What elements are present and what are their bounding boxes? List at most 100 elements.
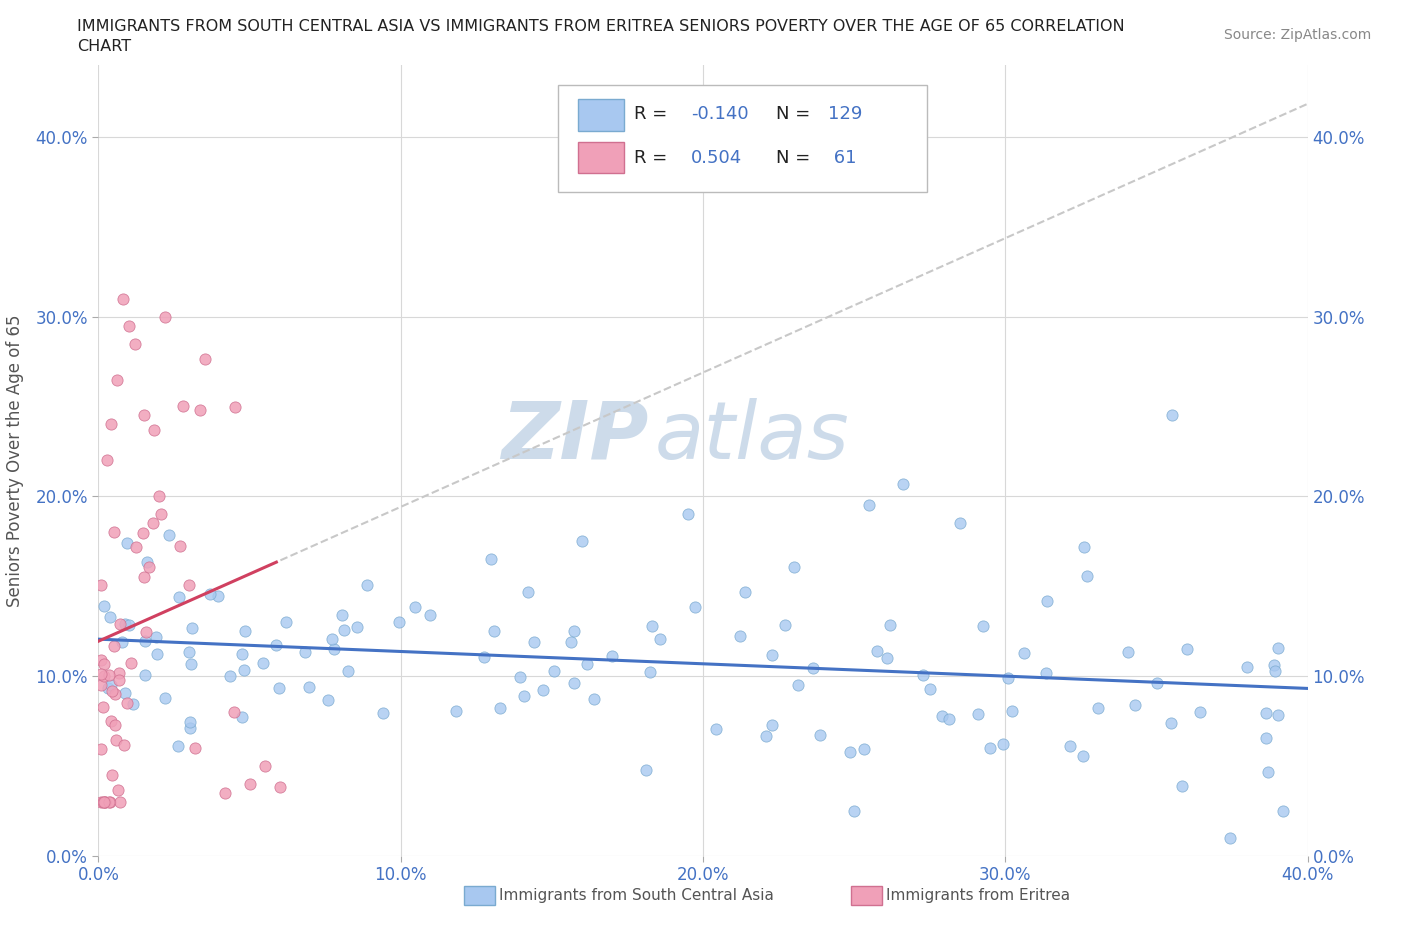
Point xyxy=(150,506,173,521)
Text: Source: ZipAtlas.com: Source: ZipAtlas.com xyxy=(1223,28,1371,42)
FancyBboxPatch shape xyxy=(558,85,927,192)
Point xyxy=(808,727,831,742)
Point xyxy=(184,740,207,755)
Point xyxy=(114,617,136,631)
Text: N =: N = xyxy=(776,105,815,123)
Point xyxy=(575,657,598,671)
Text: 61: 61 xyxy=(828,149,856,166)
Point xyxy=(844,804,866,818)
Point xyxy=(233,662,256,677)
Point xyxy=(1219,830,1241,845)
Point xyxy=(97,681,120,696)
Point xyxy=(103,638,125,653)
Point xyxy=(112,737,135,752)
Text: R =: R = xyxy=(634,105,673,123)
Point xyxy=(839,745,862,760)
Point xyxy=(100,678,122,693)
Point xyxy=(153,309,176,324)
Point xyxy=(94,794,117,809)
Point xyxy=(1263,658,1285,672)
Point xyxy=(132,408,155,423)
Point xyxy=(1087,701,1109,716)
Point xyxy=(100,713,122,728)
Point xyxy=(1267,708,1289,723)
Point xyxy=(562,624,585,639)
Text: atlas: atlas xyxy=(655,398,849,475)
Point xyxy=(224,704,246,719)
Point xyxy=(169,538,191,553)
Point xyxy=(233,623,256,638)
Point xyxy=(321,631,343,646)
Point xyxy=(323,642,346,657)
Point xyxy=(93,794,115,809)
Point xyxy=(1035,665,1057,680)
Point xyxy=(634,763,657,777)
Point xyxy=(761,647,783,662)
Point xyxy=(918,682,941,697)
Point xyxy=(333,622,356,637)
Point xyxy=(571,534,593,549)
Y-axis label: Seniors Poverty Over the Age of 65: Seniors Poverty Over the Age of 65 xyxy=(7,314,24,606)
Point xyxy=(1171,778,1194,793)
Point xyxy=(1001,704,1024,719)
Point xyxy=(231,646,253,661)
Point xyxy=(267,681,290,696)
Point xyxy=(1118,645,1140,660)
Point xyxy=(754,729,776,744)
Point xyxy=(371,706,394,721)
Point xyxy=(115,536,138,551)
Point xyxy=(513,688,536,703)
Point xyxy=(167,590,190,604)
Point xyxy=(638,665,661,680)
Point xyxy=(90,653,112,668)
Point xyxy=(142,516,165,531)
Point xyxy=(218,669,240,684)
Point xyxy=(912,668,935,683)
Point xyxy=(179,644,201,659)
Point xyxy=(704,721,727,736)
Point xyxy=(336,664,359,679)
Point xyxy=(93,794,115,809)
Point xyxy=(93,657,115,671)
Point xyxy=(93,669,115,684)
Point xyxy=(108,672,131,687)
Point xyxy=(858,498,880,512)
Point xyxy=(564,675,586,690)
Point xyxy=(132,525,155,540)
Point xyxy=(783,560,806,575)
Point xyxy=(404,600,426,615)
Point xyxy=(388,614,411,629)
Point xyxy=(801,660,824,675)
Point xyxy=(90,677,112,692)
Text: 0.504: 0.504 xyxy=(690,149,742,166)
Point xyxy=(330,607,353,622)
Point xyxy=(650,632,672,647)
Text: Immigrants from South Central Asia: Immigrants from South Central Asia xyxy=(499,888,775,903)
Point xyxy=(134,634,156,649)
Point xyxy=(938,711,960,726)
Point xyxy=(90,578,112,592)
Point xyxy=(132,570,155,585)
Point xyxy=(761,717,783,732)
Point xyxy=(1272,804,1295,818)
Point xyxy=(101,767,124,782)
Point xyxy=(145,630,167,644)
Point xyxy=(972,618,994,633)
Text: ZIP: ZIP xyxy=(501,398,648,475)
Point xyxy=(446,704,468,719)
Point xyxy=(1257,764,1279,779)
Point xyxy=(231,710,253,724)
Point xyxy=(103,525,125,539)
Point xyxy=(472,649,495,664)
Point xyxy=(876,650,898,665)
Point xyxy=(787,678,810,693)
Point xyxy=(90,794,112,809)
Point xyxy=(1076,569,1098,584)
Point xyxy=(1267,641,1289,656)
Point xyxy=(482,624,505,639)
Point xyxy=(142,422,165,437)
Point xyxy=(166,738,188,753)
Point xyxy=(111,291,134,306)
Point xyxy=(98,609,121,624)
Point xyxy=(997,671,1019,686)
